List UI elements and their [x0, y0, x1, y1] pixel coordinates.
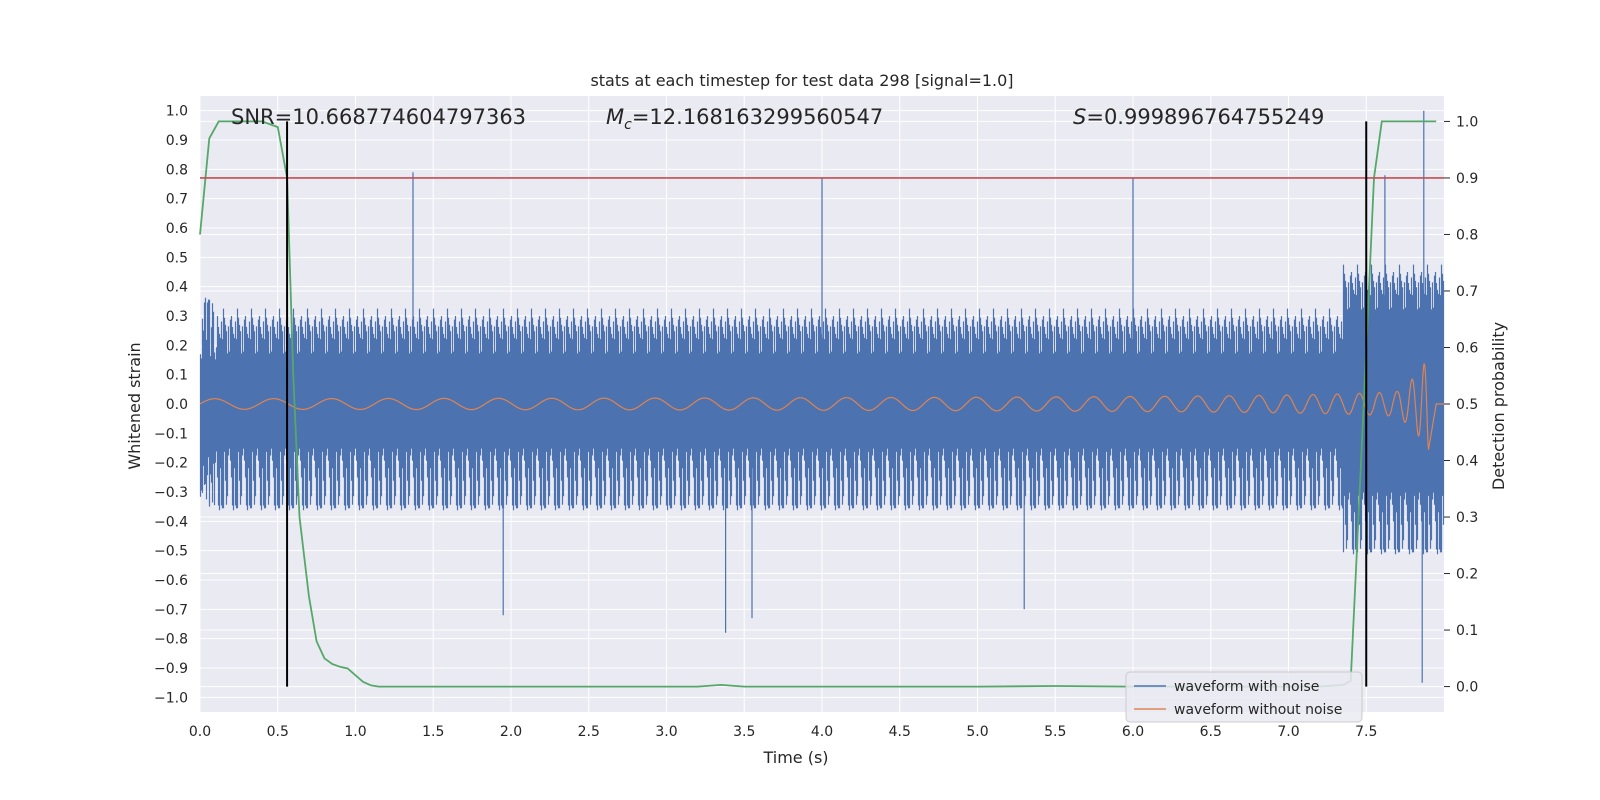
legend-label-clean: waveform without noise	[1174, 702, 1342, 718]
y-tick-label: 0.5	[166, 250, 188, 266]
y-tick-label: 1.0	[166, 104, 188, 120]
chart-title: stats at each timestep for test data 298…	[590, 71, 1013, 90]
y-tick-label: 0.4	[166, 280, 188, 296]
mc-symbol: M	[606, 105, 624, 129]
y2-tick-label: 0.6	[1456, 340, 1478, 356]
x-tick-label: 4.0	[811, 724, 833, 740]
y-tick-label: −0.3	[154, 485, 188, 501]
x-tick-label: 7.5	[1355, 724, 1377, 740]
s-value: =0.999896764755249	[1086, 105, 1324, 129]
y-tick-label: −0.8	[154, 632, 188, 648]
snr-annotation: SNR=10.668774604797363	[231, 105, 526, 129]
x-tick-label: 3.5	[733, 724, 755, 740]
y2-tick-label: 0.5	[1456, 397, 1478, 413]
y-tick-label: 0.6	[166, 221, 188, 237]
legend-box	[1125, 671, 1363, 723]
x-tick-label: 6.5	[1200, 724, 1222, 740]
legend-label-noise: waveform with noise	[1174, 679, 1319, 695]
y-tick-label: 0.9	[166, 133, 188, 149]
y2-tick-label: 0.8	[1456, 227, 1478, 243]
y-axis-ticks: 1.0 0.9 0.8 0.7 0.6 0.5 0.4 0.3 0.2 0.1 0.0 −0.1 −0.…	[154, 104, 188, 707]
x-tick-label: 2.0	[500, 724, 522, 740]
x-tick-label: 0.0	[189, 724, 211, 740]
y-tick-label: 0.3	[166, 309, 188, 325]
x-tick-label: 1.0	[344, 724, 366, 740]
x-axis-ticks: 0.0 0.5 1.0 1.5 2.0 2.5 3.0 3.5 4.0 4.5 5.0 5.5 6.0 6…	[189, 724, 1378, 740]
x-tick-label: 1.5	[422, 724, 444, 740]
x-tick-label: 0.5	[267, 724, 289, 740]
y-tick-label: 0.0	[166, 397, 188, 413]
chirp-mass-annotation: Mc=12.168163299560547	[606, 105, 883, 133]
s-annotation: S=0.999896764755249	[1073, 105, 1324, 129]
y2-axis-ticks: 1.0 0.9 0.8 0.7 0.6 0.5 0.4 0.3 0.2 0.1 0.0	[1444, 114, 1478, 696]
y-tick-label: 0.2	[166, 338, 188, 354]
y2-tick-label: 1.0	[1456, 114, 1478, 130]
y-tick-label: −1.0	[154, 690, 188, 706]
x-tick-label: 6.0	[1122, 724, 1144, 740]
mc-subscript: c	[624, 117, 632, 133]
y2-tick-label: 0.9	[1456, 171, 1478, 187]
y-tick-label: −0.4	[154, 514, 188, 530]
y2-tick-label: 0.2	[1456, 567, 1478, 583]
x-axis-label: Time (s)	[762, 748, 828, 767]
probability-line	[199, 120, 1437, 688]
x-tick-label: 7.0	[1277, 724, 1299, 740]
y2-tick-label: 0.4	[1456, 454, 1478, 470]
y-tick-label: 0.8	[166, 162, 188, 178]
x-tick-label: 2.5	[578, 724, 600, 740]
y2-axis-label: Detection probability	[1489, 322, 1508, 490]
series-detection-probability	[199, 120, 1437, 688]
y-tick-label: −0.6	[154, 573, 188, 589]
clean-waveform-line	[199, 363, 1444, 450]
x-tick-label: 4.5	[889, 724, 911, 740]
x-tick-label: 3.0	[655, 724, 677, 740]
y2-tick-label: 0.0	[1456, 680, 1478, 696]
y-tick-label: 0.1	[166, 368, 188, 384]
y2-tick-label: 0.3	[1456, 510, 1478, 526]
x-tick-label: 5.5	[1044, 724, 1066, 740]
y-tick-label: −0.5	[154, 544, 188, 560]
x-tick-label: 5.0	[966, 724, 988, 740]
y-tick-label: 0.7	[166, 192, 188, 208]
y-axis-label: Whitened strain	[125, 342, 144, 469]
series-waveform-without-noise	[199, 363, 1444, 450]
y2-tick-label: 0.7	[1456, 284, 1478, 300]
y2-tick-label: 0.1	[1456, 623, 1478, 639]
s-symbol: S	[1073, 105, 1086, 129]
y-tick-label: −0.1	[154, 426, 188, 442]
mc-value: =12.168163299560547	[632, 105, 883, 129]
legend: waveform with noise waveform without noi…	[1125, 671, 1363, 723]
y-tick-label: −0.9	[154, 661, 188, 677]
vertical-markers	[286, 121, 1368, 687]
y-tick-label: −0.2	[154, 456, 188, 472]
y-tick-label: −0.7	[154, 602, 188, 618]
